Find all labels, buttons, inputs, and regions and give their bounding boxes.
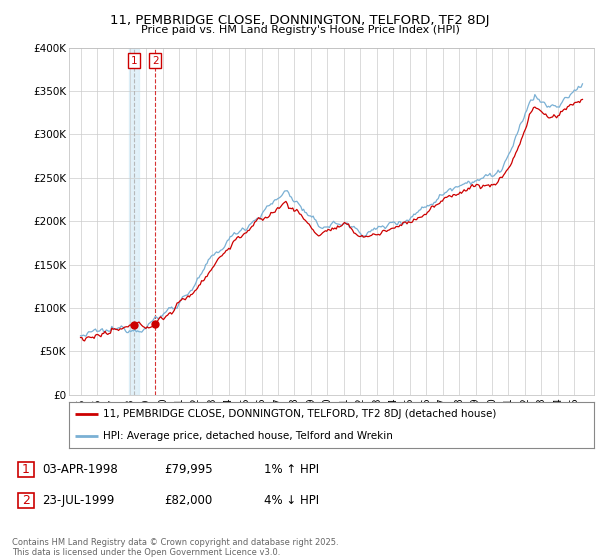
Text: 23-JUL-1999: 23-JUL-1999 xyxy=(42,494,115,507)
Text: 4% ↓ HPI: 4% ↓ HPI xyxy=(264,494,319,507)
Text: 11, PEMBRIDGE CLOSE, DONNINGTON, TELFORD, TF2 8DJ (detached house): 11, PEMBRIDGE CLOSE, DONNINGTON, TELFORD… xyxy=(103,409,497,419)
Text: HPI: Average price, detached house, Telford and Wrekin: HPI: Average price, detached house, Telf… xyxy=(103,431,393,441)
Text: 03-APR-1998: 03-APR-1998 xyxy=(42,463,118,476)
Text: Price paid vs. HM Land Registry's House Price Index (HPI): Price paid vs. HM Land Registry's House … xyxy=(140,25,460,35)
Text: £82,000: £82,000 xyxy=(164,494,212,507)
Text: 1: 1 xyxy=(22,463,30,476)
Text: 2: 2 xyxy=(22,494,30,507)
Text: 2: 2 xyxy=(152,55,159,66)
Text: 1% ↑ HPI: 1% ↑ HPI xyxy=(264,463,319,476)
Text: 1: 1 xyxy=(131,55,137,66)
Bar xyxy=(18,462,34,477)
Text: £79,995: £79,995 xyxy=(164,463,212,476)
Bar xyxy=(18,493,34,508)
Text: Contains HM Land Registry data © Crown copyright and database right 2025.
This d: Contains HM Land Registry data © Crown c… xyxy=(12,538,338,557)
Text: 11, PEMBRIDGE CLOSE, DONNINGTON, TELFORD, TF2 8DJ: 11, PEMBRIDGE CLOSE, DONNINGTON, TELFORD… xyxy=(110,14,490,27)
Bar xyxy=(130,48,139,395)
